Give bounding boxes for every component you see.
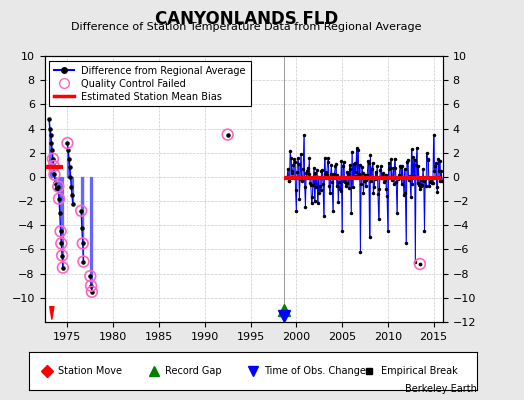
Point — [63, 140, 72, 146]
Point — [57, 240, 66, 247]
Point — [88, 288, 96, 295]
Point — [59, 264, 67, 271]
Point — [79, 258, 88, 265]
Point — [77, 208, 85, 214]
Legend: Difference from Regional Average, Quality Control Failed, Estimated Station Mean: Difference from Regional Average, Qualit… — [49, 61, 251, 106]
Text: Empirical Break: Empirical Break — [380, 366, 457, 376]
Point — [49, 163, 58, 169]
Point — [86, 273, 94, 279]
Point — [58, 252, 67, 259]
Point — [416, 261, 424, 267]
Point — [49, 156, 57, 162]
Point — [87, 282, 95, 289]
Text: Berkeley Earth: Berkeley Earth — [405, 384, 477, 394]
Text: Station Move: Station Move — [58, 366, 122, 376]
Point — [223, 131, 232, 138]
Point — [50, 171, 59, 178]
Text: Record Gap: Record Gap — [166, 366, 222, 376]
Text: CANYONLANDS FLD: CANYONLANDS FLD — [155, 10, 338, 28]
Point — [57, 228, 65, 234]
Point — [55, 196, 63, 202]
Text: Time of Obs. Change: Time of Obs. Change — [264, 366, 366, 376]
Point — [79, 240, 87, 247]
Point — [54, 183, 62, 190]
Text: Difference of Station Temperature Data from Regional Average: Difference of Station Temperature Data f… — [71, 22, 421, 32]
